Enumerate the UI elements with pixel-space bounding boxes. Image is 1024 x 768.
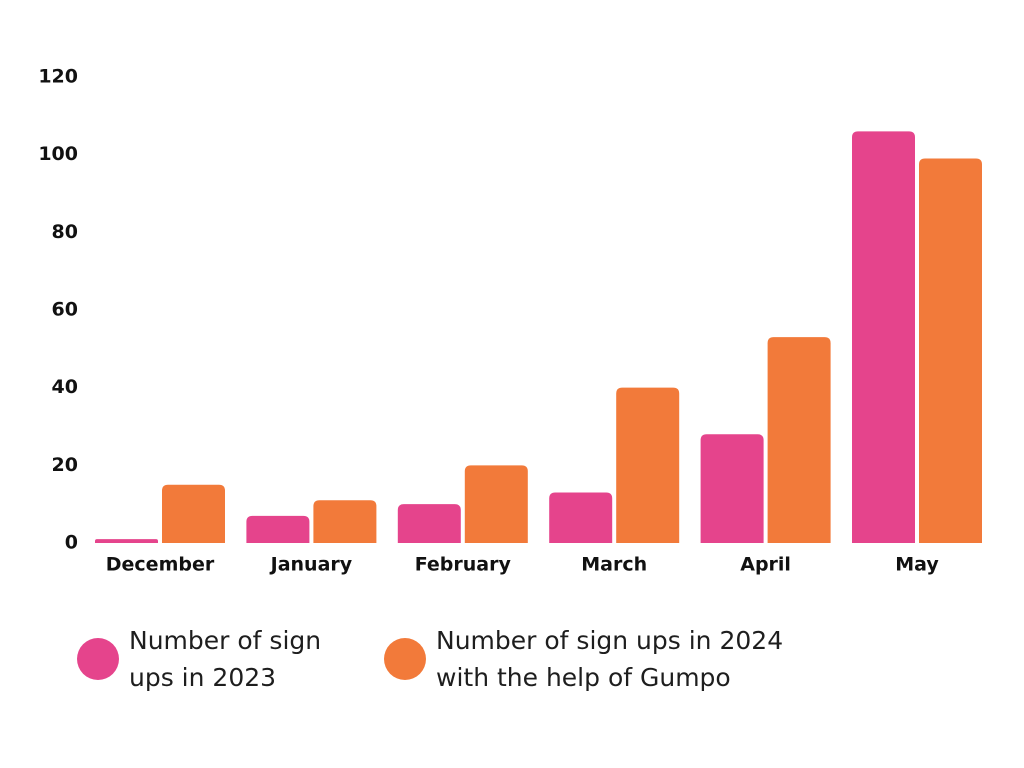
bar-2024-may [919,158,982,544]
bar-2024-march [616,387,680,543]
bar-2023-january [246,515,310,543]
bar-2023-february [397,504,461,543]
bar-2023-december [95,539,158,543]
x-tick-label-march: March [581,554,647,576]
y-tick-label: 120 [38,66,78,88]
x-axis-ticks: December January February March April May [106,554,940,576]
x-tick-label-february: February [415,554,512,576]
legend-item-2023: Number of sign ups in 2023 [77,622,321,696]
legend-swatch-2023 [77,638,119,680]
bar-2024-april [767,337,831,543]
bar-2023-march [549,492,613,543]
legend-label-2024-line2: with the help of Gumpo [436,663,731,692]
bar-2023-may [852,131,915,543]
legend-label-2024-line1: Number of sign ups in 2024 [436,626,784,655]
legend-item-2024: Number of sign ups in 2024 with the help… [384,622,783,696]
legend-swatch-2024 [384,638,426,680]
legend-label-2023: Number of sign ups in 2023 [129,622,321,696]
bar-2023-april [700,434,764,543]
legend-label-2023-line2: ups in 2023 [129,663,277,692]
x-tick-label-april: April [740,554,791,576]
legend-label-2023-line1: Number of sign [129,626,322,655]
bars-group [95,131,982,544]
legend-label-2024: Number of sign ups in 2024 with the help… [436,622,783,696]
bar-chart: 0 20 40 60 80 100 120 December January February M… [38,66,982,576]
y-tick-label: 20 [52,454,78,476]
y-tick-label: 40 [52,376,78,398]
legend: Number of sign ups in 2023 Number of sig… [0,622,1024,712]
bar-2024-december [162,484,225,543]
x-tick-label-december: December [106,554,215,576]
bar-2024-february [464,465,528,543]
y-tick-label: 0 [65,532,78,554]
x-tick-label-may: May [895,554,939,576]
y-axis-ticks: 0 20 40 60 80 100 120 [38,66,78,554]
x-tick-label-january: January [269,554,353,576]
y-tick-label: 100 [38,143,78,165]
y-tick-label: 80 [52,221,78,243]
bar-2024-january [313,500,377,543]
y-tick-label: 60 [52,299,78,321]
